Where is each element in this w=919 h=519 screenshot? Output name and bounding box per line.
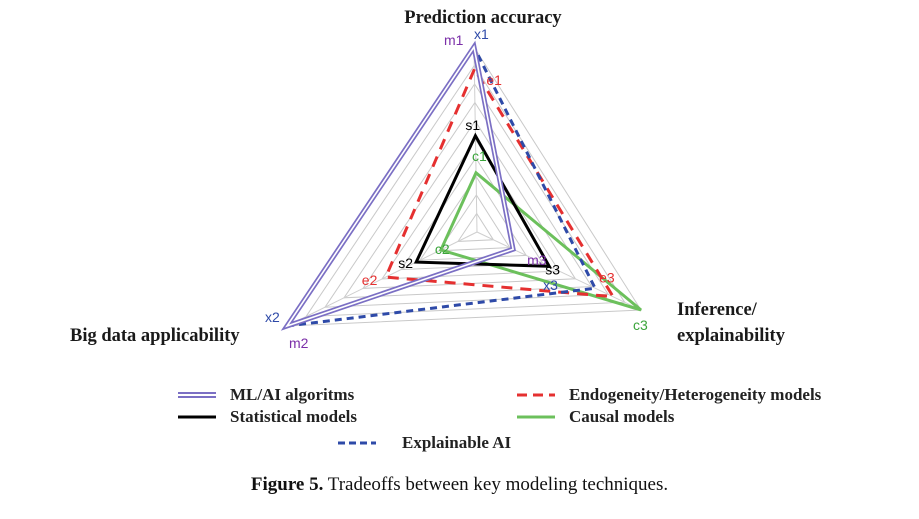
axis-title-right-line-1: Inference/ — [677, 300, 758, 320]
legend-swatch-ml-ai — [178, 392, 216, 398]
series-ml-ai — [280, 40, 516, 331]
caption-text: Tradeoffs between key modeling technique… — [323, 474, 669, 495]
axis-titles: Prediction accuracy Big data applicabilit… — [70, 8, 786, 346]
point-label-e1: e1 — [486, 72, 502, 88]
point-label-x3: x3 — [543, 277, 558, 293]
point-label-s3: s3 — [545, 261, 560, 277]
grid-ring-7 — [343, 101, 593, 299]
point-label-c3: c3 — [633, 317, 648, 333]
caption-prefix: Figure 5. — [250, 474, 324, 495]
grid-spoke-3 — [476, 231, 642, 311]
legend-item-endogeneity: Endogeneity/Heterogeneity models — [517, 385, 821, 405]
legend-item-explainable-ai: Explainable AI — [338, 433, 511, 453]
grid-ring-8 — [324, 83, 610, 308]
legend-swatch-statistical — [178, 415, 216, 419]
grid-spoke-2 — [286, 231, 478, 327]
point-labels: m1 m2 m3 s1 s2 s3 e1 e2 e3 c1 c2 c3 x1 x2 x3 — [265, 26, 648, 351]
series-explainable-ai — [283, 44, 598, 328]
point-label-c2: c2 — [435, 241, 450, 257]
legend-item-causal: Causal models — [517, 407, 674, 427]
legend-item-ml-ai: ML/AI algoritms — [178, 385, 354, 405]
legend-label-endogeneity: Endogeneity/Heterogeneity models — [569, 385, 822, 404]
point-label-m2: m2 — [289, 335, 309, 351]
grid-ring-2 — [438, 194, 511, 252]
radar-series — [280, 40, 642, 331]
point-label-s2: s2 — [398, 255, 413, 271]
legend-item-statistical: Statistical models — [178, 407, 357, 427]
legend-label-causal: Causal models — [569, 407, 675, 426]
point-label-c1: c1 — [472, 148, 487, 164]
point-label-x1: x1 — [474, 26, 489, 42]
grid-spoke-1 — [473, 46, 478, 233]
point-label-s1: s1 — [465, 117, 480, 133]
legend-swatch-endogeneity — [517, 393, 555, 397]
series-ml-ai-inner — [285, 44, 515, 328]
point-label-x2: x2 — [265, 309, 280, 325]
point-label-e3: e3 — [599, 270, 615, 286]
figure-caption: Figure 5. Tradeoffs between key modeling… — [0, 474, 919, 496]
legend-swatch-explainable-ai — [338, 441, 376, 445]
point-label-m3: m3 — [527, 252, 547, 268]
series-statistical — [413, 132, 552, 268]
axis-title-right-line-2: explainability — [677, 326, 786, 346]
legend-label-statistical: Statistical models — [230, 407, 358, 426]
grid-ring-3 — [419, 175, 528, 261]
axis-title-left: Big data applicability — [70, 326, 240, 346]
point-label-m1: m1 — [444, 32, 464, 48]
legend-label-explainable-ai: Explainable AI — [402, 433, 512, 452]
axis-title-top: Prediction accuracy — [404, 8, 562, 28]
legend-swatch-causal — [517, 415, 555, 419]
legend-label-ml-ai: ML/AI algoritms — [230, 385, 355, 404]
grid-ring-1 — [457, 212, 495, 242]
series-causal — [438, 170, 642, 312]
point-label-e2: e2 — [362, 272, 378, 288]
grid-ring-9 — [305, 64, 626, 318]
